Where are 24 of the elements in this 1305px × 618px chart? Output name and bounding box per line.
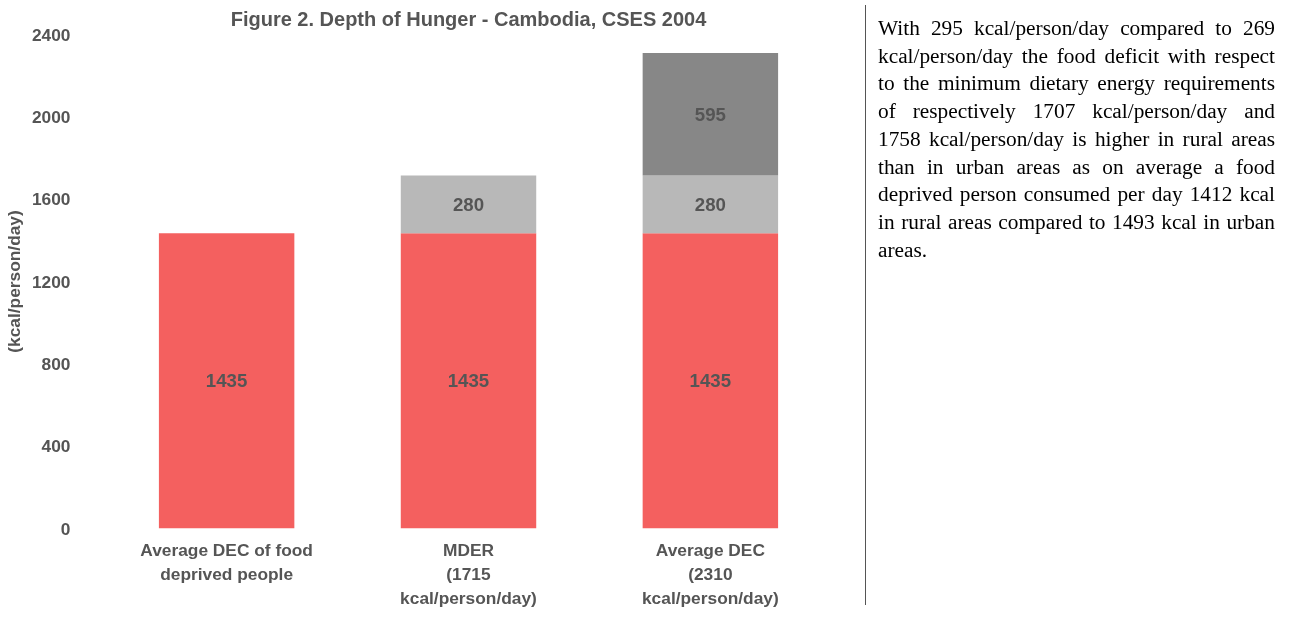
data-label: 1435 xyxy=(689,370,732,392)
y-tick-label: 2000 xyxy=(31,106,71,127)
x-tick-label: MDER (1715 kcal/person/day) xyxy=(400,539,537,608)
data-label: 1435 xyxy=(205,370,248,392)
bar xyxy=(400,233,537,529)
text: With 295 kcal/person/day compared to 269 kcal/person/day the food deficit with respect to the minimum dietary energy requirements of respectively 1707 kcal/person/day and 1758 kcal/person/day is higher in rural areas than in urban areas as on average a food deprived person consumed per day 1412 kcal in rural areas compared to 1493 kcal in urban areas. xyxy=(878,16,1275,262)
bar xyxy=(158,233,295,529)
bar xyxy=(642,53,779,176)
data-label: 280 xyxy=(452,193,485,215)
y-tick-label: 1600 xyxy=(31,189,71,210)
y-tick-label: 2400 xyxy=(31,24,71,45)
bar xyxy=(642,233,779,529)
bar xyxy=(642,175,779,234)
y-tick-label: 1200 xyxy=(31,271,71,292)
y-tick-label: 0 xyxy=(60,518,71,539)
y-tick-label: 800 xyxy=(41,353,71,374)
x-tick-label: Average DEC of food deprived people xyxy=(140,539,313,584)
chart-title: Figure 2. Depth of Hunger - Cambodia, CSES 2004 xyxy=(230,7,708,30)
y-tick-label: 400 xyxy=(41,436,71,457)
y-axis-title: (kcal/person/day) xyxy=(3,210,24,353)
data-label: 1435 xyxy=(447,370,490,392)
data-label: 280 xyxy=(694,193,726,215)
x-tick-label: Average DEC (2310 kcal/person/day) xyxy=(642,539,779,608)
bar xyxy=(400,175,537,234)
